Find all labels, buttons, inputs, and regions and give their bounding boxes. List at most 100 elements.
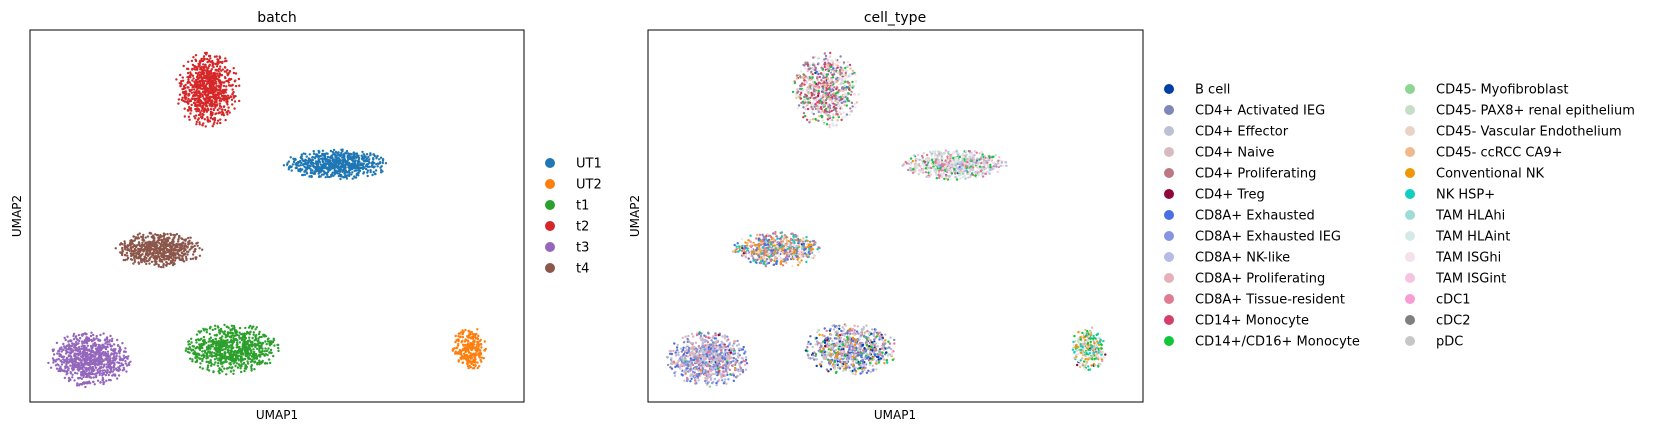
batch-legend-t2-label: t2 (576, 220, 589, 235)
batch-point-UT1 (343, 170, 346, 173)
cell-type-point (840, 118, 843, 122)
batch-point-t1 (258, 351, 261, 354)
cell-type-point (823, 111, 826, 114)
batch-point-t3 (90, 367, 93, 370)
batch-point-t3 (55, 358, 59, 361)
batch-point-t1 (232, 372, 235, 375)
batch-point-t1 (198, 357, 202, 360)
batch-point-t2 (226, 113, 229, 116)
batch-point-t2 (189, 71, 192, 74)
batch-point-t1 (230, 334, 234, 337)
cell-type-point (835, 77, 838, 81)
batch-point-t1 (243, 338, 246, 342)
cell-type-point (821, 119, 824, 122)
batch-point-t1 (200, 337, 203, 340)
batch-point-t4 (177, 248, 180, 252)
batch-point-UT2 (475, 348, 478, 351)
batch-point-UT1 (342, 155, 345, 159)
batch-point-t3 (99, 333, 102, 337)
batch-point-t3 (92, 333, 95, 337)
batch-point-t1 (272, 354, 275, 358)
batch-point-t1 (254, 328, 257, 331)
batch-point-UT2 (476, 366, 479, 370)
batch-point-UT2 (484, 347, 487, 351)
batch-point-UT1 (349, 167, 353, 170)
batch-point-t1 (209, 326, 212, 329)
cell-type-point (834, 97, 837, 100)
batch-point-t4 (167, 236, 170, 240)
batch-point-UT1 (357, 171, 360, 174)
batch-point-t2 (222, 92, 225, 95)
batch-point-UT2 (474, 364, 477, 368)
batch-point-t1 (216, 364, 220, 367)
cell-type-point (840, 101, 844, 105)
batch-point-t4 (157, 253, 160, 257)
batch-point-t4 (148, 248, 152, 252)
batch-point-t2 (204, 76, 207, 80)
batch-point-t1 (238, 331, 241, 334)
batch-point-t3 (87, 367, 90, 370)
batch-point-t2 (219, 65, 222, 68)
batch-point-t1 (228, 335, 231, 338)
cell-type-point (814, 66, 817, 70)
cell-type-point (817, 56, 820, 59)
batch-point-UT1 (299, 164, 302, 167)
batch-point-t2 (186, 86, 189, 89)
cell-type-point (824, 62, 827, 66)
batch-point-UT1 (350, 173, 353, 176)
batch-point-t4 (149, 245, 152, 249)
batch-point-t3 (85, 346, 88, 350)
batch-point-t2 (212, 82, 215, 86)
cell-type-point (843, 102, 846, 105)
batch-point-UT1 (289, 156, 292, 159)
batch-point-UT1 (324, 152, 327, 155)
cell-type-point (851, 83, 854, 87)
cell-type-point (842, 94, 846, 97)
batch-point-UT2 (461, 339, 464, 342)
batch-point-t4 (154, 233, 157, 236)
batch-point-t3 (115, 357, 118, 360)
batch-point-t1 (243, 340, 246, 344)
batch-point-t3 (92, 360, 96, 363)
batch-point-t3 (75, 352, 78, 356)
batch-point-t3 (76, 382, 79, 385)
batch-point-t1 (255, 347, 259, 350)
batch-point-t4 (187, 240, 190, 244)
batch-point-t1 (227, 357, 230, 361)
batch-point-t1 (251, 336, 254, 340)
cell-type-point (791, 90, 795, 94)
batch-point-t3 (127, 355, 130, 358)
batch-point-t3 (96, 379, 100, 382)
batch-point-UT1 (313, 172, 316, 176)
batch-point-t3 (68, 347, 71, 351)
batch-point-t2 (188, 118, 191, 121)
batch-point-UT1 (301, 159, 304, 162)
batch-point-t3 (121, 342, 124, 345)
batch-point-t1 (258, 330, 261, 334)
batch-point-t3 (103, 369, 106, 372)
cell-type-point (837, 89, 841, 92)
batch-point-UT2 (462, 348, 466, 352)
batch-point-t2 (208, 76, 211, 80)
cell-type-point (832, 116, 835, 119)
batch-point-UT2 (469, 346, 472, 350)
batch-point-t2 (232, 71, 236, 75)
batch-point-t4 (137, 261, 140, 264)
batch-point-t1 (203, 329, 206, 332)
batch-point-UT1 (325, 166, 328, 169)
batch-point-t4 (172, 252, 175, 256)
batch-point-t2 (218, 99, 221, 103)
batch-point-t1 (222, 356, 226, 360)
batch-point-UT2 (456, 344, 460, 347)
batch-point-UT1 (315, 166, 318, 169)
batch-point-t2 (177, 98, 181, 101)
batch-point-t2 (191, 79, 194, 82)
batch-ylabel: UMAP2 (10, 195, 24, 237)
batch-point-t1 (187, 347, 190, 351)
cell-type-point (836, 119, 839, 122)
batch-point-UT1 (308, 153, 311, 156)
batch-point-t3 (85, 375, 88, 379)
batch-point-t1 (229, 328, 232, 331)
batch-point-UT1 (373, 172, 377, 175)
batch-point-t1 (253, 361, 256, 364)
